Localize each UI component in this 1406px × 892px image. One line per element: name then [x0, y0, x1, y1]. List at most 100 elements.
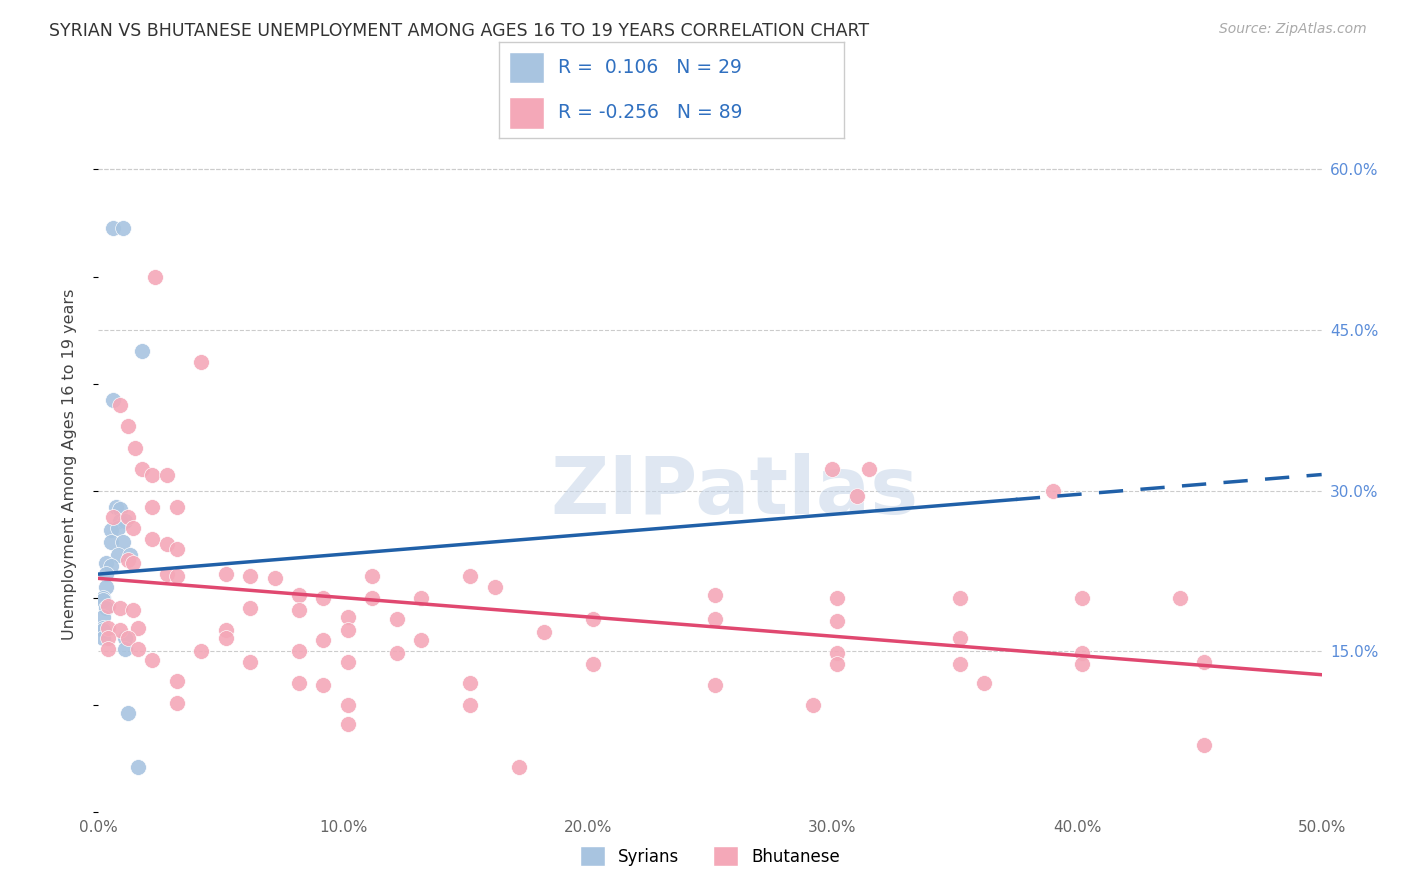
- Point: [91, 621, 114, 635]
- Point: [581, 657, 603, 671]
- Point: [141, 532, 163, 546]
- Point: [97, 599, 120, 614]
- Point: [104, 500, 127, 514]
- Point: [703, 612, 725, 626]
- Y-axis label: Unemployment Among Ages 16 to 19 years: Unemployment Among Ages 16 to 19 years: [62, 288, 77, 640]
- Point: [117, 510, 139, 524]
- Point: [190, 644, 212, 658]
- Text: SYRIAN VS BHUTANESE UNEMPLOYMENT AMONG AGES 16 TO 19 YEARS CORRELATION CHART: SYRIAN VS BHUTANESE UNEMPLOYMENT AMONG A…: [49, 22, 869, 40]
- Point: [121, 521, 143, 535]
- Point: [239, 601, 262, 615]
- Point: [91, 623, 114, 637]
- Text: R = -0.256   N = 89: R = -0.256 N = 89: [558, 103, 742, 121]
- Point: [581, 612, 603, 626]
- Point: [117, 632, 139, 646]
- Point: [484, 580, 506, 594]
- Point: [214, 623, 236, 637]
- Point: [361, 591, 384, 605]
- Point: [239, 569, 262, 583]
- Point: [533, 624, 555, 639]
- Point: [114, 642, 136, 657]
- Point: [239, 655, 262, 669]
- Point: [101, 510, 124, 524]
- Point: [1070, 646, 1092, 660]
- Point: [117, 419, 139, 434]
- Point: [385, 612, 408, 626]
- Point: [973, 676, 995, 690]
- Point: [117, 553, 139, 567]
- Point: [312, 591, 335, 605]
- Point: [114, 632, 136, 646]
- Text: ZIPatlas: ZIPatlas: [550, 452, 918, 531]
- Point: [127, 621, 149, 635]
- Point: [288, 589, 311, 603]
- Point: [100, 535, 122, 549]
- Point: [336, 610, 359, 624]
- Point: [101, 221, 124, 235]
- Point: [110, 514, 132, 528]
- Point: [1070, 657, 1092, 671]
- Point: [124, 441, 146, 455]
- Point: [111, 535, 134, 549]
- Point: [166, 542, 188, 557]
- Point: [110, 501, 132, 516]
- Point: [801, 698, 824, 712]
- Point: [845, 489, 868, 503]
- Point: [110, 601, 132, 615]
- Point: [1042, 483, 1064, 498]
- Point: [458, 676, 481, 690]
- Point: [948, 657, 970, 671]
- Point: [948, 591, 970, 605]
- Point: [131, 344, 153, 359]
- Point: [91, 632, 114, 646]
- Point: [141, 653, 163, 667]
- Point: [127, 642, 149, 657]
- Point: [508, 760, 530, 774]
- Point: [336, 655, 359, 669]
- Point: [131, 462, 153, 476]
- Text: Source: ZipAtlas.com: Source: ZipAtlas.com: [1219, 22, 1367, 37]
- Point: [825, 657, 848, 671]
- Point: [190, 355, 212, 369]
- Point: [121, 557, 143, 571]
- Point: [91, 591, 114, 605]
- Point: [336, 717, 359, 731]
- Point: [312, 678, 335, 692]
- Point: [94, 557, 117, 571]
- Point: [127, 760, 149, 774]
- Point: [214, 567, 236, 582]
- Point: [825, 614, 848, 628]
- Point: [458, 698, 481, 712]
- Point: [143, 269, 166, 284]
- Point: [458, 569, 481, 583]
- Point: [141, 500, 163, 514]
- Bar: [509, 52, 544, 83]
- Point: [100, 558, 122, 573]
- Point: [156, 537, 179, 551]
- Point: [1168, 591, 1191, 605]
- Point: [97, 642, 120, 657]
- Point: [948, 632, 970, 646]
- Point: [94, 567, 117, 582]
- Point: [821, 462, 844, 476]
- Point: [288, 676, 311, 690]
- Point: [121, 603, 143, 617]
- Point: [141, 467, 163, 482]
- Point: [288, 603, 311, 617]
- Point: [263, 571, 285, 585]
- Text: R =  0.106   N = 29: R = 0.106 N = 29: [558, 58, 741, 77]
- Point: [825, 646, 848, 660]
- Point: [1070, 591, 1092, 605]
- Point: [166, 696, 188, 710]
- Point: [166, 674, 188, 689]
- Point: [1192, 739, 1215, 753]
- Point: [858, 462, 880, 476]
- Point: [336, 698, 359, 712]
- Point: [94, 580, 117, 594]
- Point: [107, 521, 129, 535]
- Point: [703, 678, 725, 692]
- Point: [110, 623, 132, 637]
- Point: [411, 591, 433, 605]
- Point: [288, 644, 311, 658]
- Point: [101, 392, 124, 407]
